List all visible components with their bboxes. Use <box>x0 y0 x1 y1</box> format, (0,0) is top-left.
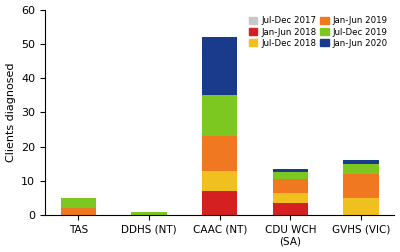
Bar <box>273 203 308 215</box>
Y-axis label: Clients diagnosed: Clients diagnosed <box>6 62 16 162</box>
Bar <box>343 198 378 215</box>
Bar <box>343 174 378 198</box>
Bar <box>132 212 167 215</box>
Bar <box>343 164 378 174</box>
Bar <box>343 160 378 164</box>
Bar <box>273 169 308 172</box>
Bar <box>61 208 96 215</box>
Bar <box>202 95 237 136</box>
Bar <box>273 179 308 193</box>
Bar <box>202 171 237 191</box>
Bar <box>202 191 237 215</box>
Bar <box>202 136 237 171</box>
Bar <box>273 193 308 203</box>
Legend: Jul-Dec 2017, Jan-Jun 2018, Jul-Dec 2018, Jan-Jun 2019, Jul-Dec 2019, Jan-Jun 20: Jul-Dec 2017, Jan-Jun 2018, Jul-Dec 2018… <box>246 14 390 50</box>
Bar <box>202 37 237 95</box>
Bar <box>61 198 96 208</box>
Bar <box>273 172 308 179</box>
